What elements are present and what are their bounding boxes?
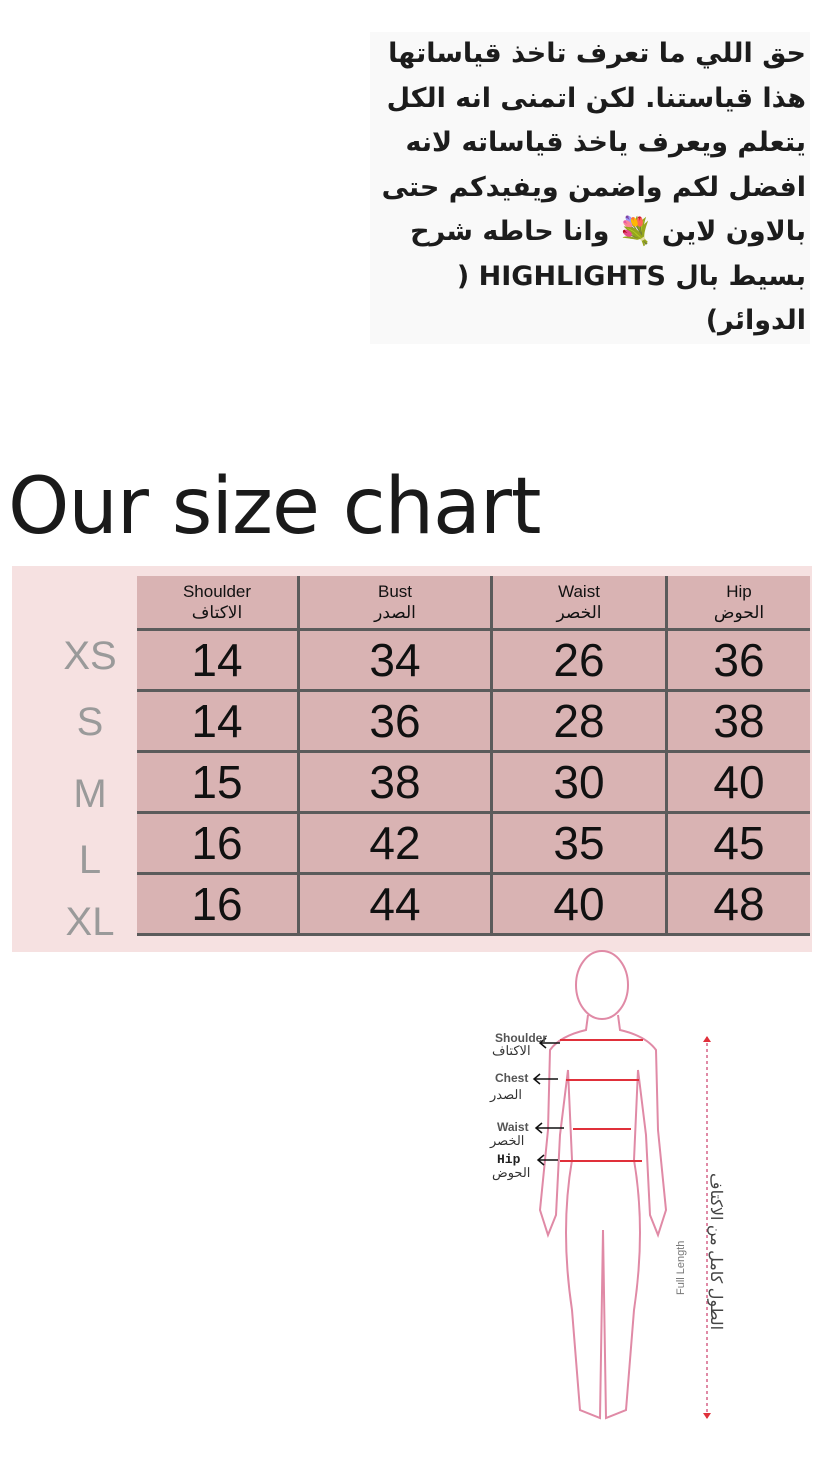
size-label: XS [63,634,117,678]
cell: 40 [665,750,810,814]
header-waist: Waist الخصر [490,576,668,631]
cell: 14 [137,689,300,753]
figure-label-waist: Waist [497,1120,529,1134]
table-row: 16 44 40 48 [137,872,810,936]
header-bust: Bust الصدر [297,576,493,631]
figure-label-chest: Chest [495,1071,529,1085]
note-line: يتعلم ويعرف ياخذ قياساته لانه [405,127,806,158]
cell: 38 [665,689,810,753]
cell: 44 [297,872,493,936]
cell: 34 [297,628,493,692]
table-row: 14 34 26 36 [137,628,810,692]
figure-label-hip-ar: الحوض [492,1165,531,1180]
table-row: 15 38 30 40 [137,750,810,814]
arrow-icon [532,1073,558,1085]
size-table: Shoulder الاكتاف Bust الصدر Waist الخصر Hip… [137,576,810,936]
full-length-label: Full Length [675,1240,687,1295]
size-label: S [76,700,104,744]
page-title: Our size chart [8,462,541,552]
arrow-icon [534,1122,564,1134]
cell: 48 [665,872,810,936]
note-line: بسيط بال HIGHLIGHTS ( الدوائر) [456,260,806,337]
full-length-label-ar: الطول كامل من الاكتاف [707,1172,724,1330]
arrow-up-icon [703,1036,711,1042]
figure-label-chest-ar: الصدر [490,1087,522,1102]
arrow-down-icon [703,1413,711,1419]
figure-label-shoulder-ar: الاكتاف [492,1043,531,1058]
cell: 45 [665,811,810,875]
instruction-note: حق اللي ما تعرف تاخذ قياساتها هذا قياستن… [370,32,810,344]
cell: 36 [665,628,810,692]
cell: 30 [490,750,668,814]
size-label: L [78,838,102,882]
figure-label-hip: Hip [497,1152,521,1167]
figure-label-waist-ar: الخصر [490,1133,525,1148]
cell: 36 [297,689,493,753]
figure-body [538,1014,668,1420]
table-row: 14 36 28 38 [137,689,810,753]
size-label: XL [65,900,115,944]
cell: 42 [297,811,493,875]
note-line: هذا قياستنا. لكن اتمنى انه الكل [386,82,806,114]
cell: 14 [137,628,300,692]
note-line: بالاون لاين 💐 وانا حاطه شرح [410,216,806,247]
arrow-icon [536,1154,558,1166]
figure-label-shoulder: Shoulder [495,1031,548,1045]
cell: 16 [137,811,300,875]
note-line: حق اللي ما تعرف تاخذ قياساتها [388,38,806,69]
note-line: افضل لكم واضمن ويفيدكم حتى [381,171,806,203]
cell: 26 [490,628,668,692]
cell: 38 [297,750,493,814]
size-label: M [73,772,107,816]
header-hip: Hip الحوض [665,576,810,631]
header-shoulder: Shoulder الاكتاف [137,576,300,631]
table-row: 16 42 35 45 [137,811,810,875]
cell: 15 [137,750,300,814]
figure-head [575,950,629,1020]
cell: 40 [490,872,668,936]
cell: 16 [137,872,300,936]
header-row: Shoulder الاكتاف Bust الصدر Waist الخصر Hip… [137,576,810,631]
cell: 35 [490,811,668,875]
cell: 28 [490,689,668,753]
arrow-icon [538,1037,560,1049]
